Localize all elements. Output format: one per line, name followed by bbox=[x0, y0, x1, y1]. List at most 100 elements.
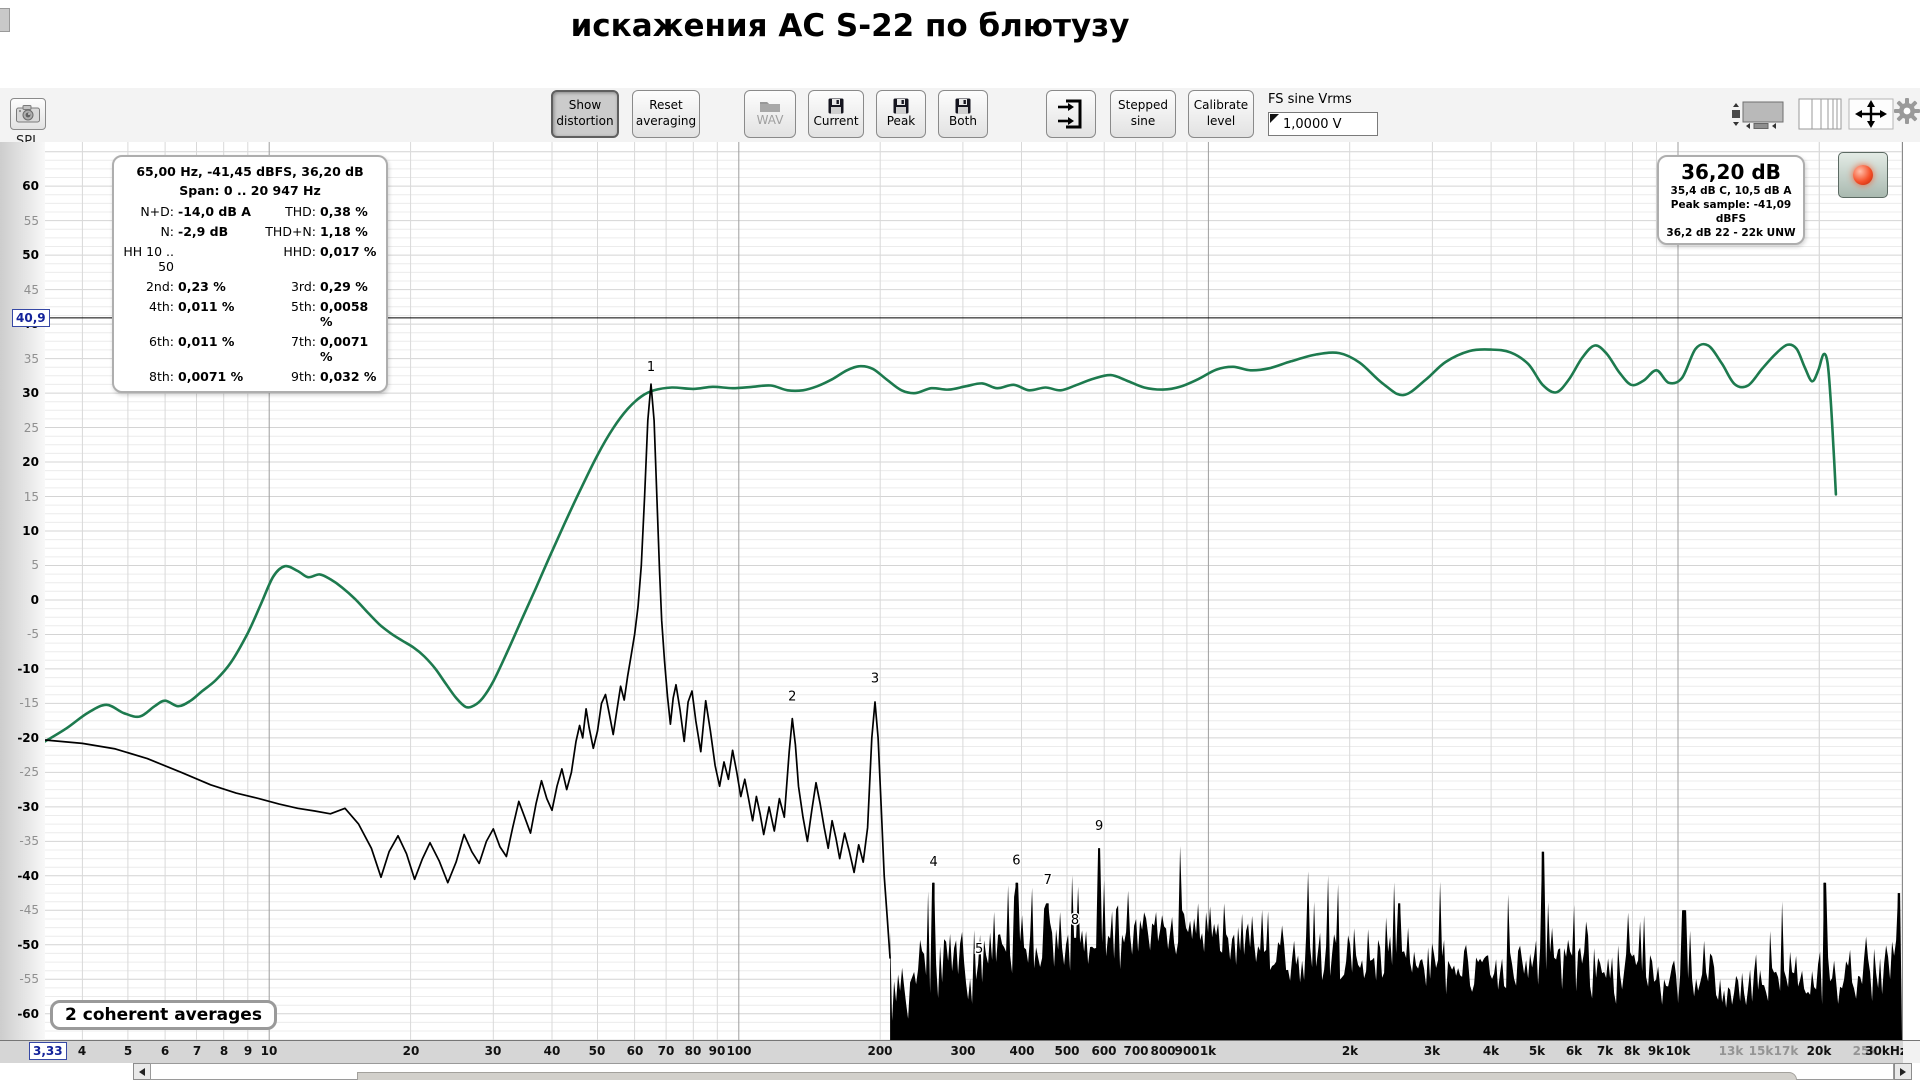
folder-icon bbox=[759, 99, 781, 113]
harmonic-label: 3 bbox=[871, 672, 879, 687]
metric-label: 6th: bbox=[149, 334, 174, 349]
frequency-bands-button[interactable] bbox=[1798, 98, 1842, 133]
x-axis-label: 8 bbox=[219, 1044, 229, 1058]
y-axis-label: 50 bbox=[22, 248, 39, 262]
y-axis-label: -15 bbox=[19, 696, 39, 710]
scrollbar-right-button[interactable] bbox=[1894, 1063, 1912, 1080]
settings-gear-button[interactable] bbox=[1894, 98, 1920, 127]
y-axis-label: -5 bbox=[27, 627, 39, 641]
y-axis: 605550454035302520151050-5-10-15-20-25-3… bbox=[0, 142, 46, 1040]
x-axis-label: 100 bbox=[726, 1044, 752, 1058]
harmonic-label: 6 bbox=[1012, 854, 1020, 869]
stepped-sine-button[interactable]: Stepped sine bbox=[1110, 90, 1176, 138]
fs-sine-vrms-input[interactable]: 1,0000 V bbox=[1268, 112, 1378, 136]
y-axis-label: 35 bbox=[23, 352, 39, 366]
fs-sine-vrms-label: FS sine Vrms bbox=[1268, 92, 1352, 107]
show-distortion-button[interactable]: Show distortion bbox=[551, 90, 619, 138]
metric-label: HH 10 .. 50 bbox=[123, 244, 174, 274]
save-current-button[interactable]: Current bbox=[808, 90, 864, 138]
reset-averaging-button[interactable]: Reset averaging bbox=[632, 90, 700, 138]
x-axis-label: 2k bbox=[1341, 1044, 1359, 1058]
x-axis-label: 30 bbox=[484, 1044, 502, 1058]
move-arrows-icon bbox=[1848, 98, 1894, 133]
x-axis-label: 60 bbox=[626, 1044, 644, 1058]
floppy-disk-icon bbox=[828, 98, 844, 115]
save-wav-button[interactable]: WAV bbox=[744, 90, 796, 138]
harmonic-label: 5 bbox=[975, 942, 983, 957]
metric-label: 8th: bbox=[149, 369, 174, 384]
x-axis-label: 15k bbox=[1748, 1044, 1774, 1058]
x-axis-label: 13k bbox=[1718, 1044, 1744, 1058]
pan-view-button[interactable] bbox=[1728, 98, 1786, 133]
metric-label: 7th: bbox=[291, 334, 316, 349]
x-axis-label: 40 bbox=[543, 1044, 561, 1058]
x-axis-label: 8k bbox=[1623, 1044, 1641, 1058]
metric-label: THD: bbox=[285, 204, 316, 219]
y-axis-label: 30 bbox=[22, 386, 39, 400]
pan-view-icon bbox=[1728, 101, 1786, 133]
x-axis-label: 900 bbox=[1174, 1044, 1200, 1058]
spl-spectrum-chart: 1 2 3 4 5 6 7 8 9 bbox=[45, 142, 1902, 1040]
x-axis-label: 80 bbox=[684, 1044, 702, 1058]
taskbar-edge bbox=[357, 1072, 1797, 1080]
camera-icon bbox=[16, 105, 40, 123]
x-axis-label: 70 bbox=[657, 1044, 675, 1058]
metric-value: -14,0 dB A bbox=[178, 204, 251, 219]
x-axis-label: 20 bbox=[402, 1044, 420, 1058]
x-axis-label: 20k bbox=[1806, 1044, 1832, 1058]
metric-value: 0,0058 % bbox=[320, 299, 369, 329]
x-axis-label: 800 bbox=[1150, 1044, 1176, 1058]
scrollbar-left-button[interactable] bbox=[133, 1063, 151, 1080]
x-axis-label: 7k bbox=[1596, 1044, 1614, 1058]
arrow-right-icon bbox=[1900, 1067, 1906, 1076]
peak-sample-value: Peak sample: -41,09 dBFS bbox=[1670, 199, 1792, 225]
signal-routing-button[interactable] bbox=[1046, 90, 1096, 138]
level-band-value: 36,2 dB 22 - 22k UNW bbox=[1666, 227, 1796, 239]
x-axis-label: 200 bbox=[867, 1044, 893, 1058]
move-view-button[interactable] bbox=[1848, 98, 1894, 133]
page-title: искажения АС S-22 по блютузу bbox=[570, 8, 1130, 44]
metric-label: N+D: bbox=[140, 204, 174, 219]
screenshot-camera-button[interactable] bbox=[10, 98, 46, 130]
x-axis-label: 5 bbox=[123, 1044, 133, 1058]
metric-value: -2,9 dB bbox=[178, 224, 229, 239]
input-corner-marker bbox=[1270, 114, 1279, 123]
y-axis-label: 10 bbox=[22, 524, 39, 538]
metric-label: HHD: bbox=[283, 244, 316, 259]
metric-label: 5th: bbox=[291, 299, 316, 314]
x-axis-label: 6k bbox=[1565, 1044, 1583, 1058]
metric-value: 0,032 % bbox=[320, 369, 377, 384]
metric-label: 3rd: bbox=[290, 279, 316, 294]
distortion-spectrum-curve bbox=[45, 383, 891, 959]
save-peak-button[interactable]: Peak bbox=[876, 90, 926, 138]
cursor-measurement-line: 65,00 Hz, -41,45 dBFS, 36,20 dB bbox=[136, 164, 364, 179]
settings-gear-icon bbox=[1894, 98, 1920, 127]
record-button[interactable] bbox=[1838, 152, 1888, 198]
y-axis-label: 25 bbox=[23, 421, 39, 435]
x-axis-label: 9k bbox=[1647, 1044, 1665, 1058]
save-both-button[interactable]: Both bbox=[938, 90, 988, 138]
y-axis-label: 15 bbox=[23, 490, 39, 504]
metric-label: 9th: bbox=[291, 369, 316, 384]
y-cursor-readout[interactable]: 40,9 bbox=[12, 309, 50, 327]
signal-route-icon bbox=[1056, 97, 1086, 131]
level-weighted-values: 35,4 dB C, 10,5 dB A bbox=[1670, 185, 1792, 197]
metric-value: 1,18 % bbox=[320, 224, 368, 239]
y-axis-label: 5 bbox=[31, 558, 39, 572]
response-curve bbox=[45, 342, 1838, 743]
x-cursor-readout[interactable]: 3,33 bbox=[29, 1042, 67, 1060]
y-axis-label: -35 bbox=[19, 834, 39, 848]
calibrate-level-button[interactable]: Calibrate level bbox=[1188, 90, 1254, 138]
metric-value: 0,017 % bbox=[320, 244, 377, 259]
span-line: Span: 0 .. 20 947 Hz bbox=[179, 183, 321, 198]
x-axis-label: 6 bbox=[160, 1044, 170, 1058]
y-axis-label: -45 bbox=[19, 903, 39, 917]
y-axis-label: -20 bbox=[17, 731, 39, 745]
x-axis-label: 9 bbox=[243, 1044, 253, 1058]
y-axis-label: 20 bbox=[22, 455, 39, 469]
metric-value: 0,29 % bbox=[320, 279, 368, 294]
floppy-disk-icon bbox=[955, 98, 971, 115]
metric-value bbox=[178, 244, 254, 274]
harmonic-label: 8 bbox=[1071, 913, 1079, 928]
y-axis-label: -55 bbox=[19, 972, 39, 986]
